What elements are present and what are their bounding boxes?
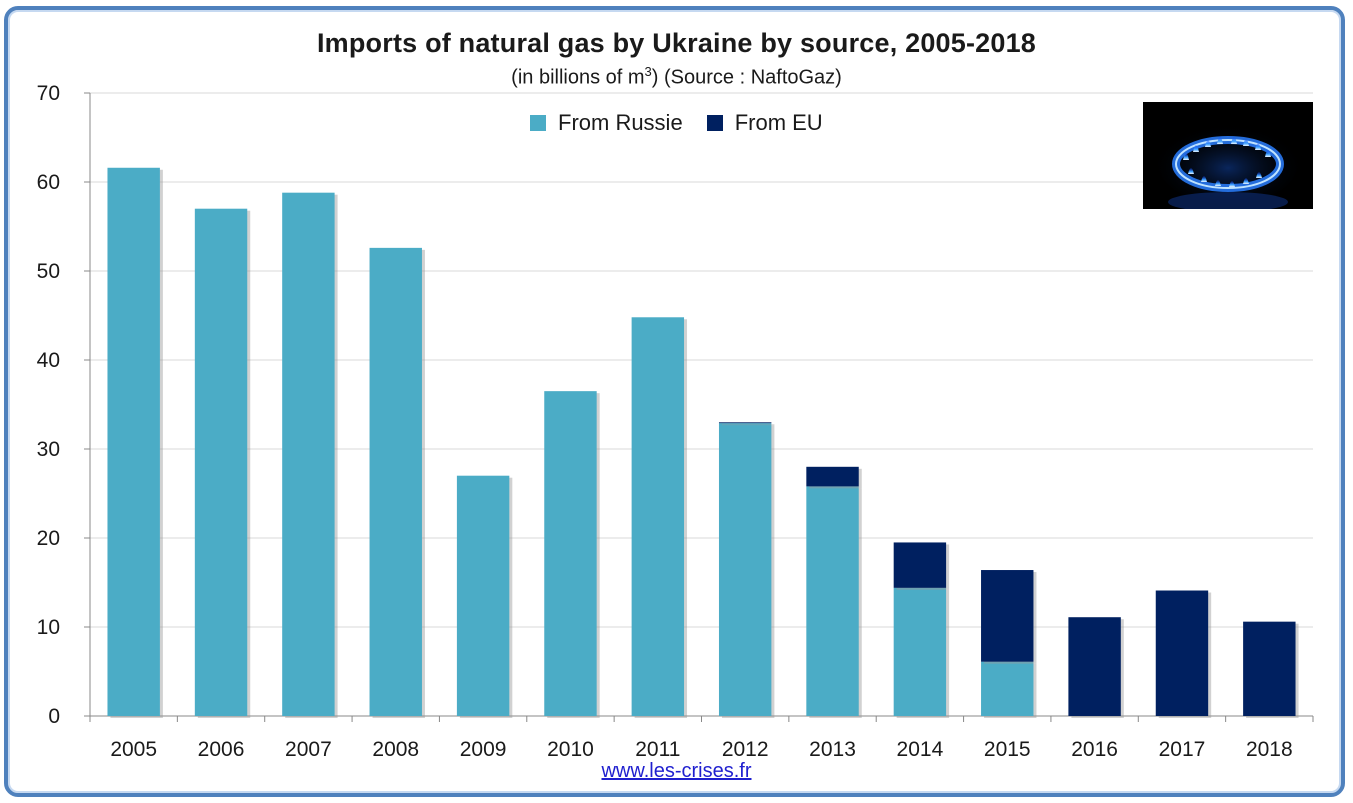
bar-russia	[718, 423, 772, 716]
subtitle-text: (in billions of m	[511, 66, 645, 89]
bar-russia	[194, 208, 248, 716]
x-tick-label: 2011	[635, 738, 680, 761]
legend-swatch-russia	[530, 115, 546, 131]
x-tick-label: 2010	[547, 738, 594, 761]
x-tick-label: 2006	[198, 738, 245, 761]
bar-eu	[1155, 590, 1209, 716]
bar-russia	[456, 475, 510, 716]
y-tick-label: 70	[37, 82, 60, 105]
y-tick-label: 40	[37, 349, 60, 372]
legend-label-russia: From Russie	[558, 110, 683, 135]
bar-russia	[806, 486, 859, 716]
x-tick-label: 2014	[897, 738, 944, 761]
x-tick-label: 2007	[285, 738, 332, 761]
x-tick-label: 2016	[1071, 738, 1118, 761]
bar-shadow	[721, 424, 775, 426]
source-website-link[interactable]: www.les-crises.fr	[601, 760, 752, 782]
bar-russia	[893, 587, 947, 716]
bar-eu	[718, 422, 772, 424]
y-tick-label: 20	[37, 527, 60, 550]
x-tick-label: 2009	[460, 738, 507, 761]
bar-eu	[1243, 621, 1296, 716]
bar-russia	[282, 192, 335, 716]
y-tick-label: 60	[37, 171, 60, 194]
x-tick-label: 2013	[809, 738, 856, 761]
bar-russia	[631, 317, 685, 716]
gas-burner-flame-icon	[1143, 102, 1313, 212]
bar-russia	[544, 391, 597, 716]
y-tick-label: 0	[48, 705, 60, 728]
y-tick-label: 50	[37, 260, 60, 283]
legend-item-eu: From EU	[706, 110, 823, 136]
x-tick-label: 2017	[1159, 738, 1206, 761]
x-tick-label: 2012	[722, 738, 769, 761]
legend-item-russia: From Russie	[530, 110, 683, 136]
bar-russia	[369, 247, 422, 717]
y-tick-label: 30	[37, 438, 60, 461]
subtitle-source: ) (Source : NaftoGaz)	[651, 66, 842, 89]
chart-title: Imports of natural gas by Ukraine by sou…	[316, 28, 1037, 58]
bar-eu	[893, 542, 947, 588]
bar-eu	[981, 570, 1034, 662]
x-tick-label: 2015	[984, 738, 1031, 761]
x-tick-label: 2018	[1246, 738, 1293, 761]
y-tick-label: 10	[37, 616, 60, 639]
bar-russia	[107, 167, 160, 716]
bar-eu	[1068, 617, 1121, 716]
subtitle-superscript: 3	[644, 64, 652, 79]
x-tick-label: 2005	[110, 738, 157, 761]
chart-subtitle: (in billions of m3) (Source : NaftoGaz)	[0, 64, 1353, 90]
legend-swatch-eu	[706, 115, 723, 131]
x-tick-label: 2008	[372, 738, 419, 761]
chart-legend: From Russie From EU	[530, 110, 847, 136]
bar-russia	[981, 661, 1034, 716]
bar-eu	[806, 466, 859, 487]
legend-label-eu: From EU	[734, 110, 823, 135]
